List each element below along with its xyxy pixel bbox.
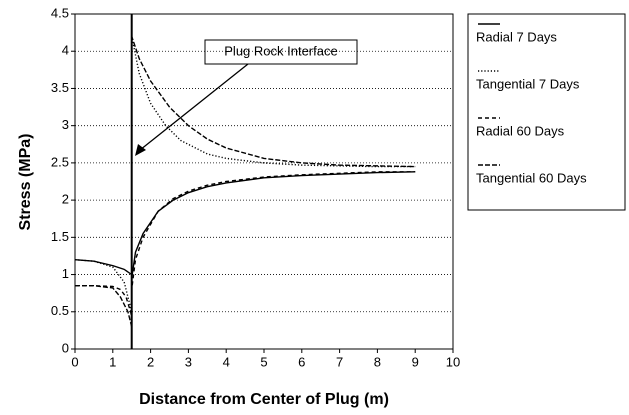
series-line [75,171,416,316]
y-tick-label: 4.5 [51,5,69,20]
annotation-arrow [139,63,249,151]
x-tick-label: 2 [147,354,154,369]
legend-box [467,13,626,211]
arrow-head [135,144,146,156]
y-tick-label: 1.5 [51,229,69,244]
x-tick-label: 4 [223,354,230,369]
x-axis-label: Distance from Center of Plug (m) [139,391,389,408]
legend-label: Radial 7 Days [476,29,557,44]
y-tick-label: 3 [62,117,69,132]
x-tick-label: 5 [260,354,267,369]
y-axis-label: Stress (MPa) [17,134,34,231]
x-tick-label: 6 [298,354,305,369]
plot-frame [74,13,454,350]
y-tick-label: 2.5 [51,154,69,169]
annotation: Plug Rock Interface [224,43,337,58]
series-line [74,36,416,320]
series-line [75,36,416,327]
annotation-box [204,39,358,65]
y-tick-label: 0 [62,340,69,355]
x-tick-label: 3 [185,354,192,369]
legend-label: Radial 60 Days [476,123,565,138]
legend-label: Tangential 60 Days [476,170,587,185]
legend-label: Tangential 7 Days [476,76,580,91]
y-tick-label: 3.5 [51,80,69,95]
x-tick-label: 0 [71,354,78,369]
x-tick-label: 7 [336,354,343,369]
y-tick-label: 0.5 [51,303,69,318]
x-tick-label: 10 [446,354,460,369]
x-tick-label: 8 [374,354,381,369]
y-tick-label: 1 [62,266,69,281]
y-tick-label: 2 [62,192,69,207]
x-tick-label: 9 [412,354,419,369]
series-line [74,171,416,279]
x-tick-label: 1 [109,354,116,369]
y-tick-label: 4 [62,43,69,58]
